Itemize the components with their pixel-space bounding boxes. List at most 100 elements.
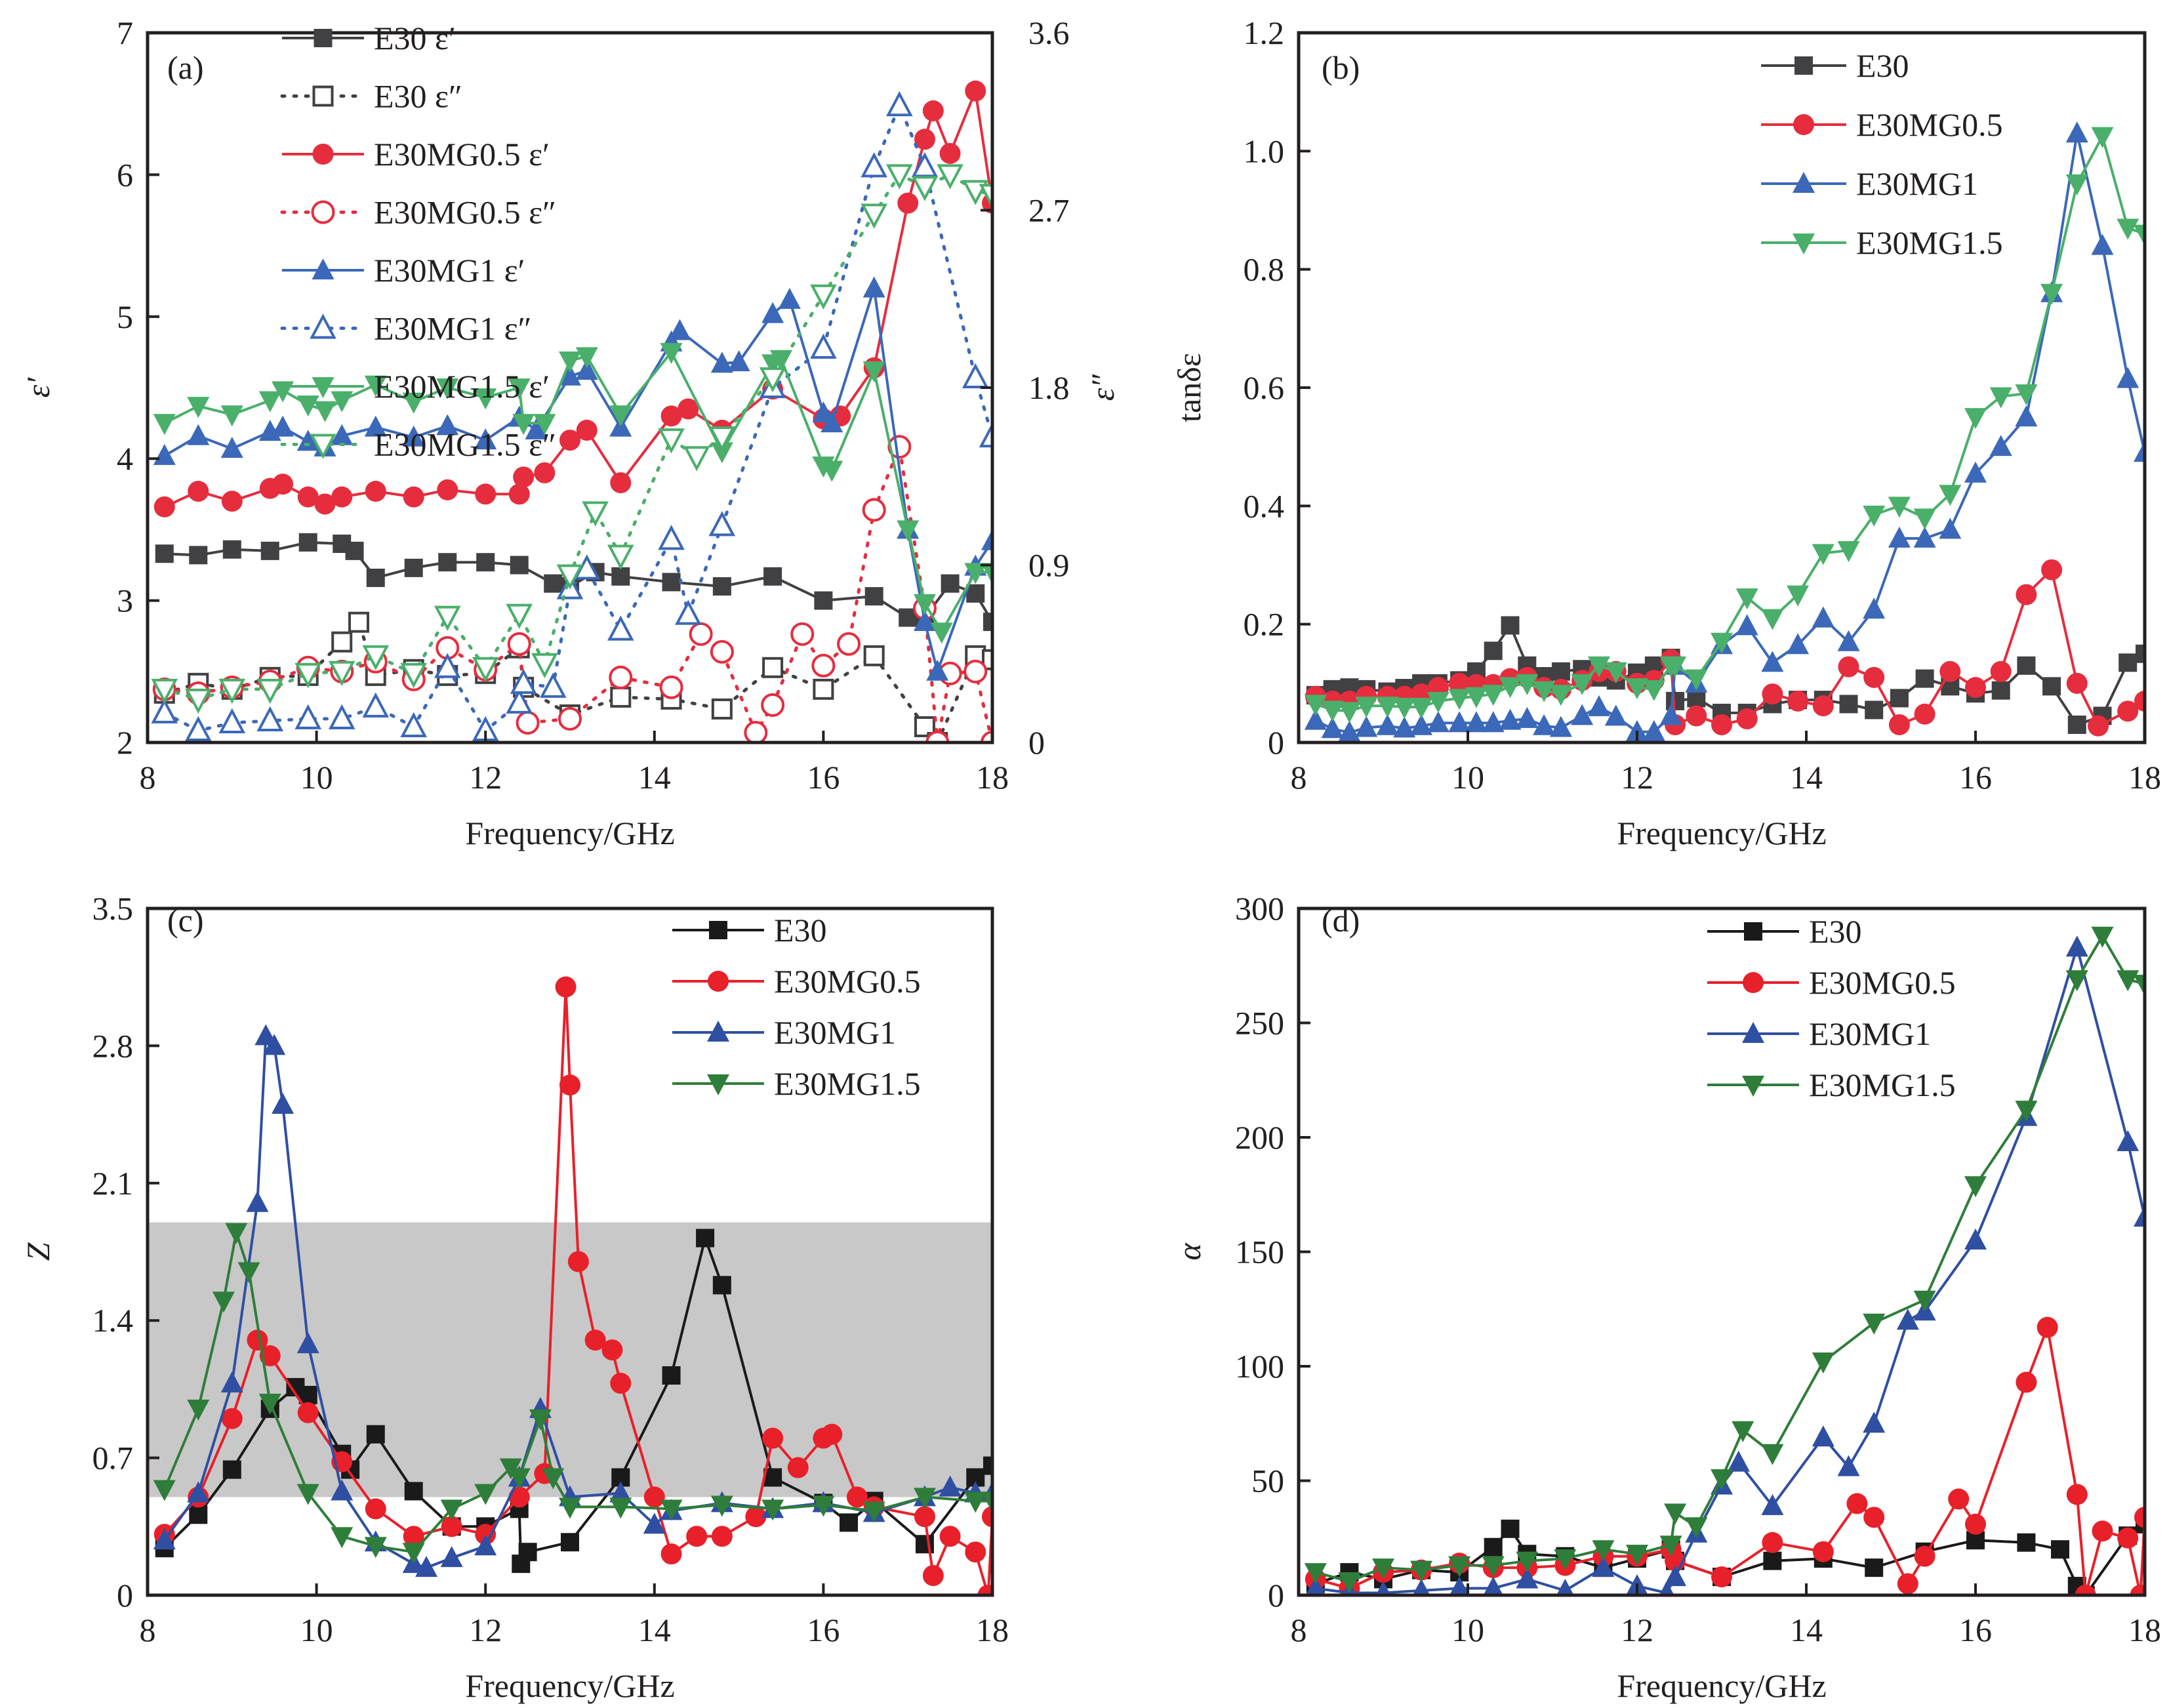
data-point	[155, 544, 174, 563]
y-tick-label: 0.2	[1244, 606, 1285, 643]
data-point	[1482, 1556, 1505, 1577]
data-point	[1711, 1469, 1733, 1491]
x-axis-title: Frequency/GHz	[1617, 815, 1826, 851]
data-point	[660, 342, 683, 364]
data-point	[2066, 672, 2088, 694]
data-point	[1762, 1532, 1783, 1553]
series-e30mg1.5-	[153, 342, 992, 644]
data-point	[2015, 1101, 2038, 1122]
data-point	[404, 1482, 423, 1501]
panel-label: (b)	[1322, 49, 1360, 86]
data-point	[188, 480, 209, 502]
y-tick-label: 0	[117, 1577, 133, 1614]
data-point	[1448, 689, 1471, 710]
y-tick-label: 1.2	[1244, 14, 1285, 51]
data-point	[2117, 1129, 2139, 1151]
data-point	[1305, 1576, 1326, 1595]
y-tick-label: 2.8	[92, 1027, 134, 1064]
data-point	[610, 686, 632, 708]
data-point	[1991, 681, 2010, 700]
data-point	[153, 443, 176, 465]
legend-label: E30MG1.5	[1856, 224, 2003, 261]
data-point	[475, 483, 497, 505]
data-point	[1812, 606, 1835, 628]
data-point	[1812, 695, 1834, 717]
data-point	[1686, 705, 1707, 727]
data-point	[189, 546, 208, 565]
data-point	[965, 80, 986, 102]
legend-marker	[312, 85, 334, 107]
data-point	[922, 100, 944, 122]
data-point	[837, 632, 861, 656]
legend-marker	[707, 1021, 729, 1042]
x-tick-label: 12	[1621, 1612, 1653, 1648]
y-tick-label: 7	[117, 14, 133, 51]
data-point	[981, 563, 992, 584]
legend-label: E30	[1809, 913, 1862, 950]
data-point	[2067, 715, 2086, 734]
legend-label: E30MG1.5 ε′	[374, 368, 550, 405]
data-point	[440, 1499, 463, 1521]
data-point	[1659, 1581, 1674, 1595]
y-tick-label: 3.5	[92, 890, 134, 927]
data-point	[2017, 1533, 2036, 1552]
y-tick-label: 0	[1268, 724, 1284, 761]
data-point	[913, 610, 936, 632]
data-point	[1863, 598, 1886, 619]
data-point	[981, 529, 992, 550]
data-point	[1839, 695, 1858, 714]
data-point	[1787, 585, 1810, 607]
data-point	[1549, 685, 1572, 706]
data-point	[1410, 697, 1433, 719]
data-point	[710, 1495, 733, 1517]
data-point	[1664, 1565, 1687, 1587]
data-point	[846, 1486, 868, 1508]
x-tick-label: 18	[2128, 1612, 2161, 1648]
x-tick-label: 8	[1291, 759, 1307, 796]
series-line	[1314, 132, 2145, 734]
data-point	[710, 352, 733, 373]
series-e30mg1.5	[1304, 926, 2145, 1594]
data-point	[965, 1541, 986, 1563]
data-point	[2130, 1585, 2145, 1595]
data-point	[1448, 1556, 1471, 1577]
y-axis-title: ε′	[20, 377, 56, 398]
data-point	[1516, 706, 1539, 728]
data-point	[2134, 441, 2145, 462]
data-point	[2134, 975, 2145, 996]
data-point	[1372, 1558, 1394, 1580]
y-axis-title: α	[1171, 1242, 1207, 1261]
data-point	[516, 710, 540, 735]
legend-item: E30MG0.5	[1707, 964, 1956, 1001]
data-point	[1604, 662, 1627, 683]
data-point	[434, 653, 461, 678]
data-point	[364, 1537, 387, 1558]
data-point	[710, 640, 734, 664]
data-point	[1533, 714, 1556, 735]
data-point	[1888, 526, 1911, 548]
data-point	[2015, 384, 2038, 406]
data-point	[914, 1506, 935, 1528]
data-point	[1304, 708, 1327, 730]
data-point	[225, 1223, 248, 1244]
data-point	[556, 564, 584, 590]
data-point	[474, 1534, 497, 1556]
legend-item: E30	[1761, 47, 1909, 84]
data-point	[911, 152, 939, 178]
data-point	[2117, 970, 2139, 992]
legend-label: E30MG1	[1809, 1015, 1931, 1052]
legend-item: E30MG1 ε′	[282, 252, 525, 289]
data-point	[1736, 708, 1758, 729]
data-point	[925, 731, 950, 742]
data-point	[1787, 690, 1809, 712]
data-point	[1897, 1573, 1918, 1595]
data-point	[2134, 224, 2145, 246]
data-point	[1375, 1581, 1391, 1595]
data-point	[1484, 641, 1503, 661]
data-point	[298, 1385, 317, 1404]
data-point	[1913, 526, 1936, 548]
data-point	[964, 1492, 987, 1513]
data-point	[296, 395, 319, 417]
data-point	[1762, 683, 1783, 705]
